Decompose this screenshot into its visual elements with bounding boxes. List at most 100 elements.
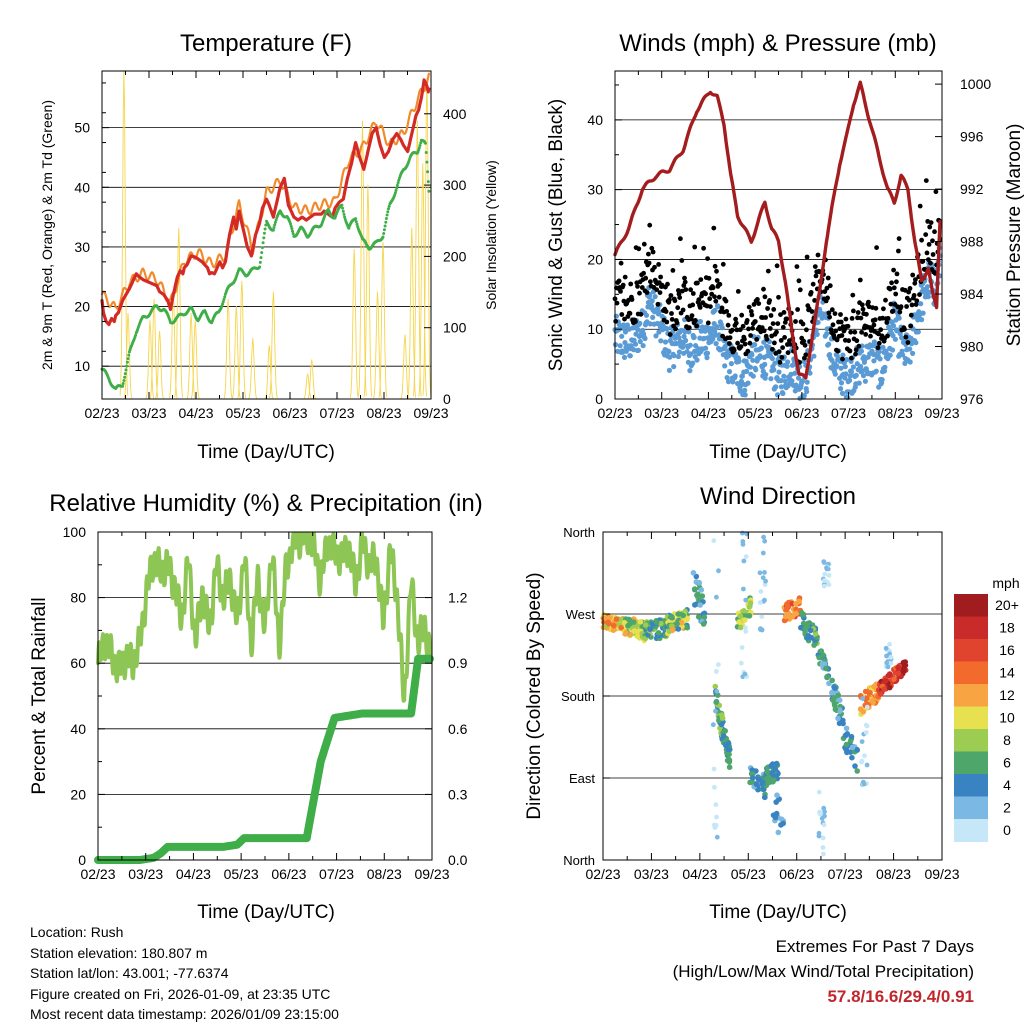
wind-direction-point <box>762 597 767 603</box>
sonic-wind-point <box>789 378 795 384</box>
sonic-wind-point <box>622 329 629 335</box>
wind-direction-point <box>753 781 760 788</box>
wind-direction-point <box>832 685 838 691</box>
wind-direction-point <box>774 792 780 798</box>
pressure-y-tick-label: 980 <box>960 339 984 355</box>
wind-direction-point <box>818 810 823 816</box>
temperature-y2label: Solar Insolation (Yellow) <box>483 160 499 310</box>
gust-point <box>898 304 904 310</box>
gust-point <box>734 327 740 333</box>
wind-direction-point <box>854 746 860 753</box>
dewpoint-point <box>425 160 429 164</box>
dewpoint-point <box>262 231 266 235</box>
gust-point <box>672 298 678 304</box>
gust-point <box>849 355 854 361</box>
wind-direction-point <box>885 664 891 670</box>
wind-direction-point <box>854 768 860 774</box>
x-tick-label: 06/23 <box>784 405 819 421</box>
gust-point <box>703 291 708 297</box>
gust-point <box>888 301 894 307</box>
sonic-wind-point <box>684 349 690 355</box>
sonic-wind-point <box>653 333 659 339</box>
sonic-wind-point <box>680 344 686 350</box>
sonic-wind-point <box>617 343 623 349</box>
wind-direction-point <box>843 731 850 738</box>
gust-point <box>926 257 931 262</box>
gust-point <box>849 316 855 321</box>
sonic-wind-point <box>732 373 738 379</box>
pressure-y-tick-label: 996 <box>960 129 984 145</box>
gust-point <box>673 326 678 332</box>
wind-direction-point <box>698 587 705 593</box>
gust-point <box>863 332 869 337</box>
gust-point <box>813 273 819 279</box>
gust-point <box>729 327 735 333</box>
sonic-wind-point <box>780 390 786 397</box>
dewpoint-point <box>263 227 267 231</box>
gust-point <box>812 264 818 269</box>
dewpoint-point <box>355 222 359 226</box>
sonic-wind-point <box>643 312 650 318</box>
dewpoint-point <box>273 220 277 224</box>
wind-direction-point <box>637 619 644 625</box>
gust-point <box>669 317 675 322</box>
insolation-y-tick-label: 0 <box>443 391 451 407</box>
x-tick-label: 03/23 <box>131 405 166 421</box>
gust-point <box>876 331 881 337</box>
sonic-wind-point <box>758 345 765 351</box>
wind-direction-point <box>626 617 633 623</box>
gust-point <box>897 309 903 315</box>
gust-point <box>650 249 656 255</box>
sonic-wind-point <box>724 375 730 381</box>
sonic-wind-point <box>900 352 906 358</box>
wind-direction-point <box>793 600 799 607</box>
wind-direction-point <box>826 582 832 587</box>
wind-direction-point <box>610 622 617 629</box>
temperature-title: Temperature (F) <box>180 30 352 57</box>
colorbar-swatch <box>954 706 988 730</box>
wind-direction-point <box>710 722 716 728</box>
gust-point <box>657 290 663 295</box>
wind-direction-point <box>700 621 707 627</box>
gust-point <box>682 279 688 285</box>
gust-point <box>765 268 771 274</box>
gust-point <box>800 321 806 327</box>
sonic-wind-point <box>714 324 720 330</box>
precip-y-tick-label: 1.2 <box>448 590 468 606</box>
colorbar-label: 4 <box>1003 777 1011 793</box>
dewpoint-point <box>125 360 129 364</box>
gust-point <box>654 287 659 292</box>
wind-direction-point <box>832 706 839 713</box>
temperature-y-tick-label: 40 <box>74 179 90 195</box>
sonic-wind-point <box>782 378 788 384</box>
gust-point <box>742 341 748 347</box>
wind-direction-point <box>877 691 884 697</box>
sonic-wind-point <box>763 372 769 378</box>
wind-direction-point <box>780 820 786 827</box>
gust-point <box>778 312 783 317</box>
gust-point <box>893 291 899 297</box>
temperature-ylabel: 2m & 9m T (Red, Orange) & 2m Td (Green) <box>39 100 55 370</box>
wind-direction-point <box>823 665 829 672</box>
sonic-wind-point <box>691 334 697 340</box>
gust-point <box>908 312 914 318</box>
figure-created: Figure created on Fri, 2026-01-09, at 23… <box>30 985 331 1002</box>
dewpoint-point <box>260 246 264 250</box>
gust-point <box>803 352 809 358</box>
wind-direction-point <box>607 614 613 621</box>
sonic-wind-point <box>920 310 926 316</box>
dewpoint-point <box>289 224 293 228</box>
solar-insolation-spike <box>303 373 312 400</box>
sonic-wind-point <box>642 335 648 342</box>
sonic-wind-point <box>847 373 853 379</box>
wind-direction-point <box>867 689 873 696</box>
gust-point <box>740 323 746 329</box>
solar-insolation-spike <box>186 312 196 399</box>
wind-direction-point <box>819 816 825 821</box>
temperature-panel: Temperature (F) 02/23 03/23 04/23 05/23 06/2… <box>39 30 499 463</box>
gust-point <box>835 348 841 354</box>
gust-point <box>860 306 866 312</box>
sonic-wind-point <box>919 317 925 323</box>
humidity-y-tick-label: 80 <box>70 590 86 606</box>
